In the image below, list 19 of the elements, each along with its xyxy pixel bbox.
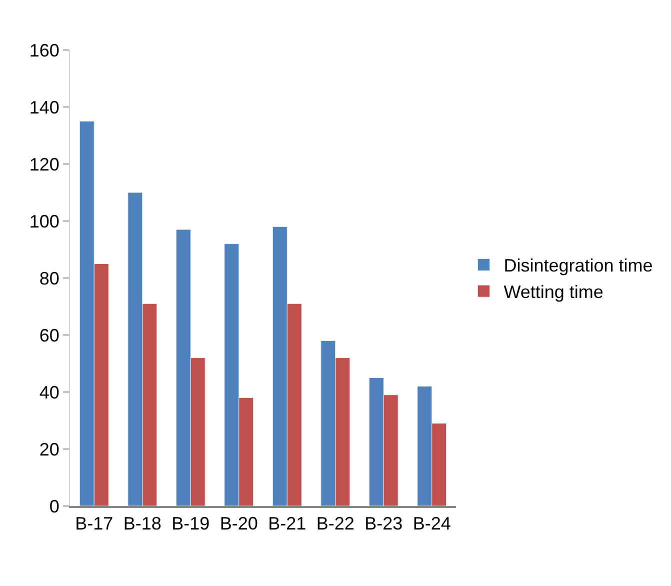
x-tick-label: B-21 (268, 514, 306, 534)
y-tick-label: 20 (39, 439, 60, 460)
y-tick-label: 80 (39, 268, 60, 288)
legend-label: Wetting time (504, 282, 604, 302)
y-tick-label: 100 (29, 211, 60, 232)
y-tick-label: 120 (29, 154, 60, 174)
y-tick-label: 60 (39, 325, 60, 346)
y-tick-label: 140 (29, 97, 60, 118)
x-tick-label: B-24 (412, 514, 451, 534)
y-tick-label: 40 (39, 382, 60, 402)
x-tick-label: B-23 (364, 514, 403, 534)
y-tick-label: 0 (49, 496, 60, 516)
x-tick-label: B-22 (316, 514, 354, 534)
x-tick-label: B-20 (220, 514, 258, 534)
x-tick-label: B-19 (172, 514, 210, 534)
x-tick-label: B-18 (123, 514, 162, 534)
y-tick-label: 160 (29, 40, 60, 60)
x-tick-label: B-17 (75, 514, 114, 534)
legend-label: Disintegration time (504, 256, 653, 276)
